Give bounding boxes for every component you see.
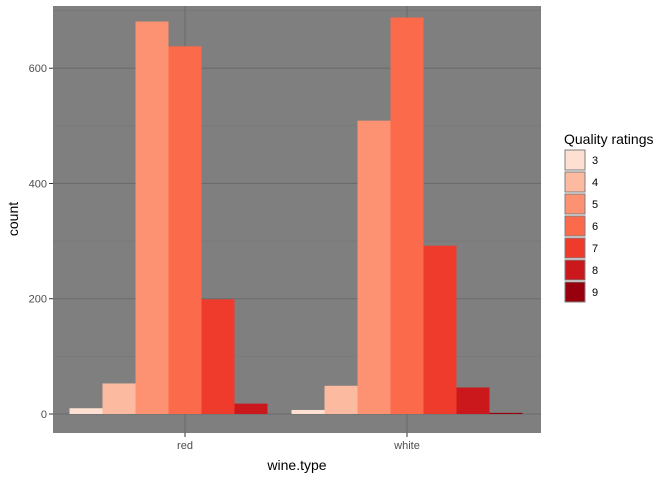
y-tick-label: 600 [29,63,47,75]
legend-label-7: 7 [592,243,598,255]
legend-key-6 [564,215,586,237]
x-axis-title: wine.type [266,457,326,473]
bar-white-quality-9 [489,412,523,414]
legend-title: Quality ratings [564,131,653,147]
y-tick-label: 200 [29,294,47,306]
bars [69,17,523,415]
bar-red-quality-6 [168,46,202,415]
bar-red-quality-8 [234,403,268,414]
x-tick-label: red [177,440,193,452]
plot-panel [53,6,541,433]
bar-red-quality-7 [201,299,235,414]
bar-white-quality-8 [456,387,490,414]
legend-key-5 [564,193,586,215]
legend-label-8: 8 [592,265,598,277]
legend-label-5: 5 [592,199,598,211]
legend-key-4 [564,171,586,193]
y-axis-title: count [5,202,21,236]
legend-label-9: 9 [592,287,598,299]
legend-label-3: 3 [592,155,598,167]
bar-red-quality-4 [102,383,136,414]
y-axis: 0 200 400 600 [29,63,53,421]
y-tick-label: 400 [29,178,47,190]
x-axis: red white [177,433,420,452]
legend-key-3 [564,149,586,171]
bar-white-quality-6 [390,17,424,414]
legend-key-8 [564,259,586,281]
bar-white-quality-5 [357,120,391,414]
bar-red-quality-3 [69,408,103,414]
bar-white-quality-4 [324,385,358,414]
bar-white-quality-7 [423,245,457,414]
x-tick-label: white [393,440,420,452]
legend-label-4: 4 [592,177,598,189]
y-tick-label: 0 [41,409,47,421]
bar-red-quality-5 [135,21,169,414]
legend-key-9 [564,281,586,303]
legend: Quality ratings 3 4 5 6 7 8 9 [564,131,653,303]
legend-label-6: 6 [592,221,598,233]
bar-white-quality-3 [291,409,325,414]
legend-key-7 [564,237,586,259]
